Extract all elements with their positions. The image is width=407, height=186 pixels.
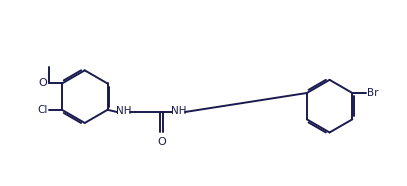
- Text: NH: NH: [116, 106, 131, 116]
- Text: Cl: Cl: [37, 105, 47, 115]
- Text: O: O: [39, 78, 47, 89]
- Text: O: O: [157, 137, 166, 147]
- Text: NH: NH: [171, 106, 186, 116]
- Text: Br: Br: [367, 88, 379, 98]
